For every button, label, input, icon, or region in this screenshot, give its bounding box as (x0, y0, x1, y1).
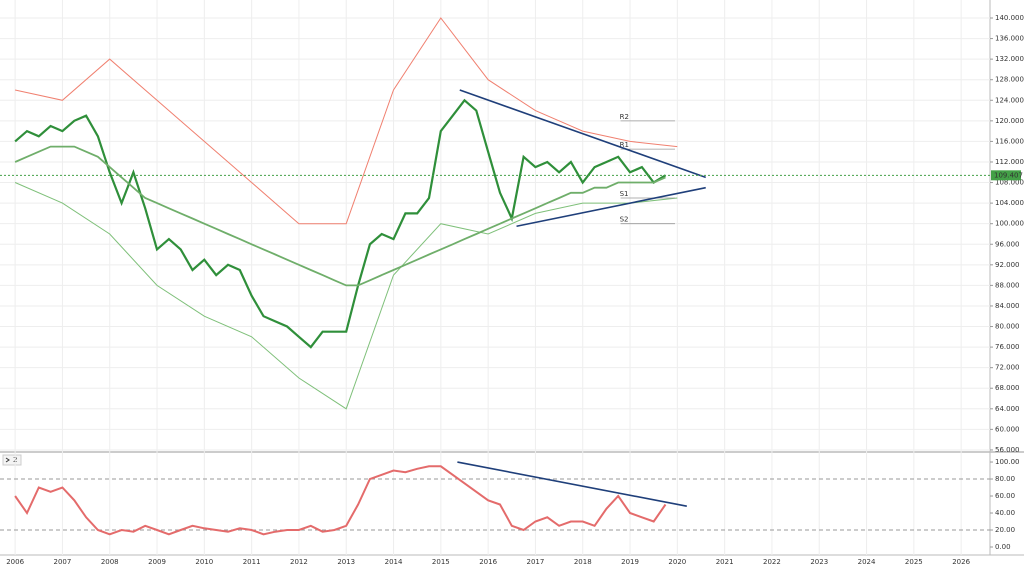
y-tick-label: 80.00 (995, 475, 1015, 483)
y-tick-label: 0.00 (995, 543, 1011, 551)
x-tick-label: 2021 (716, 558, 734, 566)
y-tick-label: 128.000 (995, 76, 1024, 84)
collapse-icon[interactable] (5, 457, 10, 463)
y-tick-label: 64.000 (995, 405, 1020, 413)
y-tick-label: 96.000 (995, 240, 1020, 248)
y-tick-label: 100.000 (995, 220, 1024, 228)
series-line (14, 465, 667, 536)
pivot-label: R1 (620, 141, 629, 149)
x-tick-label: 2006 (6, 558, 24, 566)
series-line (14, 98, 667, 349)
x-tick-label: 2013 (337, 558, 355, 566)
x-tick-label: 2023 (810, 558, 828, 566)
y-tick-label: 100.00 (995, 458, 1020, 466)
pivot-label: R2 (620, 113, 629, 121)
x-tick-label: 2019 (621, 558, 639, 566)
y-tick-label: 136.000 (995, 35, 1024, 43)
y-tick-label: 116.000 (995, 137, 1024, 145)
y-tick-label: 124.000 (995, 96, 1024, 104)
x-tick-label: 2025 (905, 558, 923, 566)
pivot-label: S2 (620, 216, 629, 224)
y-tick-label: 76.000 (995, 343, 1020, 351)
series-line (14, 145, 666, 287)
x-tick-label: 2014 (385, 558, 403, 566)
x-tick-label: 2024 (858, 558, 876, 566)
y-tick-label: 60.00 (995, 492, 1015, 500)
y-tick-label: 132.000 (995, 55, 1024, 63)
trend-line (516, 186, 706, 228)
panel-toggle[interactable] (2, 454, 22, 466)
x-tick-label: 2008 (101, 558, 119, 566)
y-tick-label: 68.000 (995, 384, 1020, 392)
y-tick-label: 120.000 (995, 117, 1024, 125)
band-upper (14, 17, 678, 225)
y-tick-label: 112.000 (995, 158, 1024, 166)
x-tick-label: 2009 (148, 558, 166, 566)
y-tick-label: 60.000 (995, 425, 1020, 433)
y-tick-label: 80.000 (995, 323, 1020, 331)
band-lower (14, 182, 678, 410)
x-tick-label: 2007 (54, 558, 72, 566)
last-price-label: 109.407 (994, 171, 1023, 179)
x-tick-label: 2015 (432, 558, 450, 566)
x-tick-label: 2020 (668, 558, 686, 566)
y-tick-label: 140.000 (995, 14, 1024, 22)
y-tick-label: 84.000 (995, 302, 1020, 310)
trend-line (459, 89, 706, 179)
y-tick-label: 40.00 (995, 509, 1015, 517)
y-tick-label: 92.000 (995, 261, 1020, 269)
x-tick-label: 2022 (763, 558, 781, 566)
pivot-label: S1 (620, 190, 629, 198)
y-tick-label: 88.000 (995, 281, 1020, 289)
y-tick-label: 72.000 (995, 364, 1020, 372)
x-tick-label: 2017 (527, 558, 545, 566)
y-tick-label: 108.000 (995, 179, 1024, 187)
x-tick-label: 2012 (290, 558, 308, 566)
y-tick-label: 20.00 (995, 526, 1015, 534)
x-tick-label: 2011 (243, 558, 261, 566)
y-tick-label: 104.000 (995, 199, 1024, 207)
x-tick-label: 2016 (479, 558, 497, 566)
x-tick-label: 2026 (952, 558, 970, 566)
x-tick-label: 2010 (195, 558, 213, 566)
last-price-box (991, 170, 1021, 181)
y-tick-label: 56.000 (995, 446, 1020, 454)
x-tick-label: 2018 (574, 558, 592, 566)
trend-line (457, 461, 687, 508)
